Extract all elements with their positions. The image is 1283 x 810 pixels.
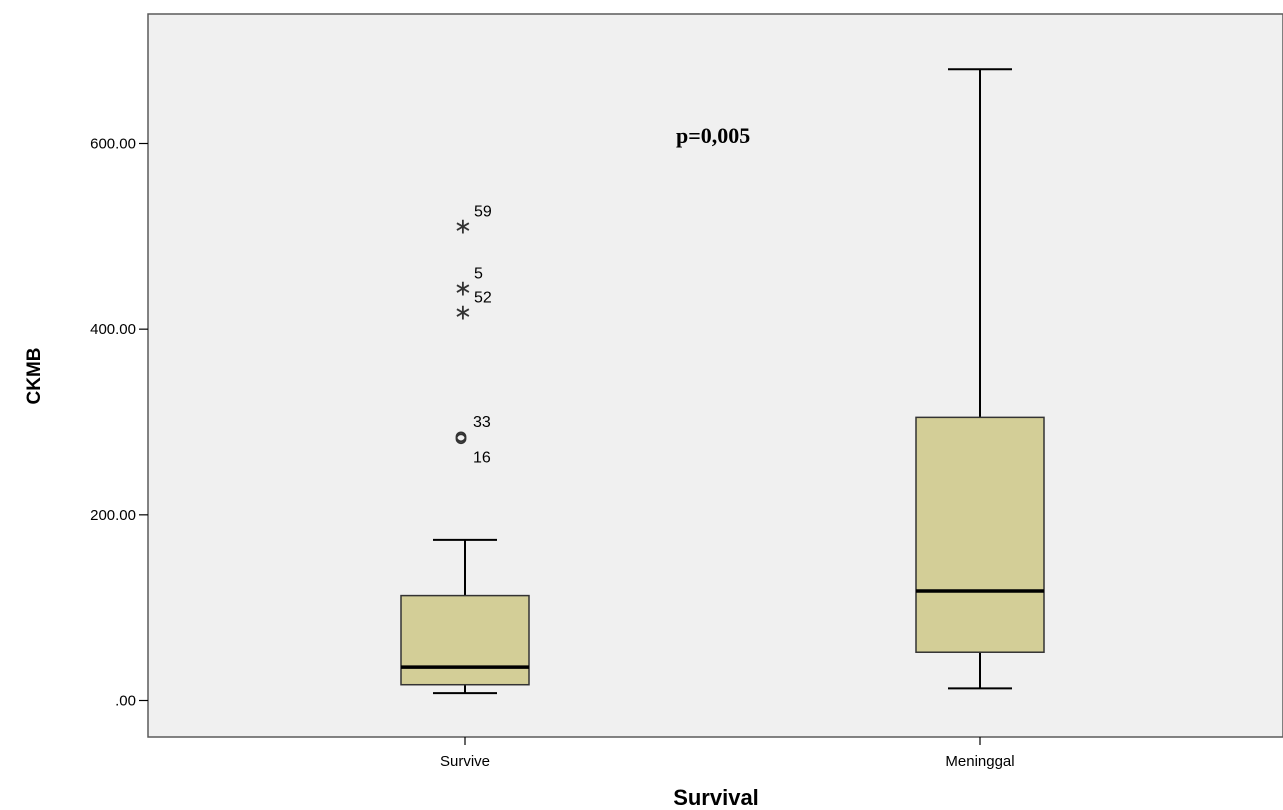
outlier-circle-marker	[455, 433, 467, 445]
outlier-star-marker: ∗	[454, 214, 472, 239]
outlier-star-marker: ∗	[454, 301, 472, 326]
x-axis-label: Survival	[673, 785, 759, 810]
outlier-star-marker: ∗	[454, 276, 472, 301]
outlier-label: 16	[473, 450, 491, 467]
x-tick-label: Meninggal	[945, 753, 1014, 770]
iqr-box	[915, 416, 1045, 653]
y-tick-label: 400.00	[90, 321, 136, 338]
outlier-label: 33	[473, 414, 491, 431]
iqr-box	[400, 594, 530, 686]
x-tick-label: Survive	[440, 753, 490, 770]
y-axis-label: CKMB	[24, 348, 45, 405]
outlier-label: 5	[474, 265, 483, 282]
y-axis: .00 200.00 400.00 600.00	[90, 136, 148, 710]
outlier-label: 52	[474, 290, 492, 307]
plot-area	[147, 13, 1283, 738]
y-tick-label: 200.00	[90, 507, 136, 524]
box-meninggal	[915, 68, 1045, 690]
y-tick-label: .00	[115, 693, 136, 710]
p-value-annotation: p=0,005	[676, 123, 750, 148]
outlier-label: 59	[474, 203, 492, 220]
y-tick-label: 600.00	[90, 136, 136, 153]
x-axis: Survive Meninggal	[440, 737, 1015, 770]
